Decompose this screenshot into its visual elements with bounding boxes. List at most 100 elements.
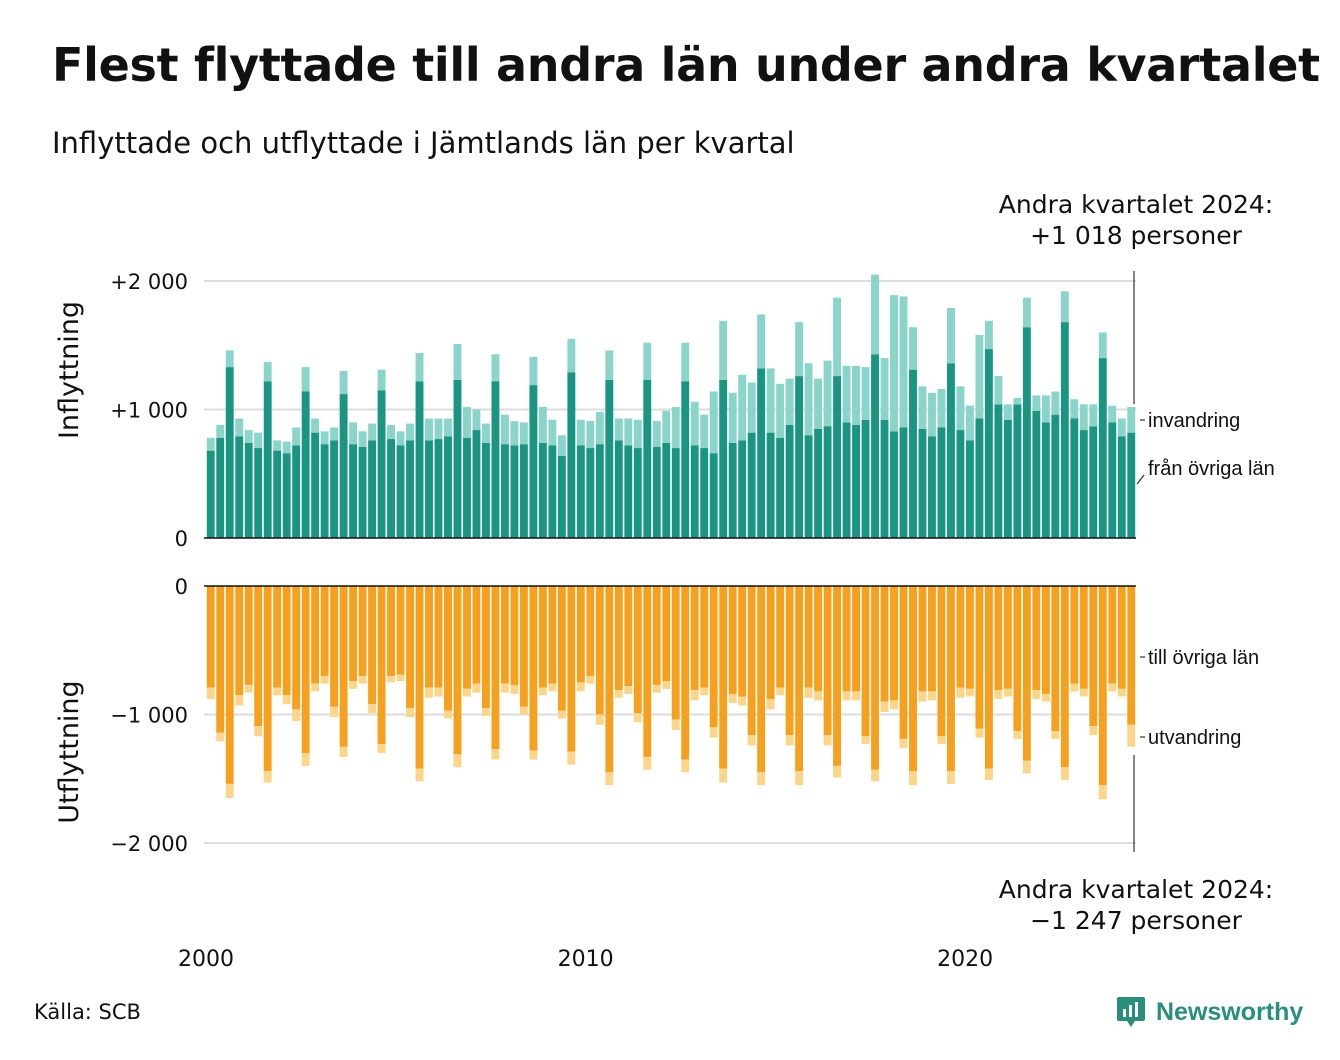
bar-outflow-emigration bbox=[937, 736, 946, 745]
bar-inflow-immigration bbox=[595, 412, 604, 445]
bar-inflow-domestic bbox=[757, 368, 766, 538]
x-tick-label: 2000 bbox=[178, 947, 234, 972]
bar-inflow-immigration bbox=[994, 376, 1003, 405]
bar-outflow-domestic bbox=[728, 586, 737, 694]
bar-inflow-domestic bbox=[719, 379, 728, 538]
bar-outflow-emigration bbox=[833, 765, 842, 778]
bar-inflow-domestic bbox=[738, 440, 747, 538]
bar-inflow-immigration bbox=[225, 350, 234, 368]
bar-outflow-emigration bbox=[358, 675, 367, 684]
chart-title: Flest flyttade till andra län under andr… bbox=[52, 38, 1320, 92]
bar-inflow-immigration bbox=[586, 421, 595, 449]
bar-outflow-domestic bbox=[1060, 586, 1069, 768]
bar-outflow-domestic bbox=[1070, 586, 1079, 684]
bar-inflow-domestic bbox=[671, 448, 680, 538]
bar-outflow-emigration bbox=[804, 687, 813, 698]
annotation-bottom-line2: −1 247 personer bbox=[1030, 906, 1243, 935]
bar-inflow-immigration bbox=[1003, 404, 1012, 420]
bar-inflow-domestic bbox=[984, 349, 993, 538]
bar-outflow-emigration bbox=[576, 682, 585, 692]
bar-inflow-immigration bbox=[396, 431, 405, 446]
bar-inflow-immigration bbox=[519, 422, 528, 445]
y-tick-label: +2 000 bbox=[110, 270, 188, 294]
bar-inflow-domestic bbox=[434, 439, 443, 538]
bar-inflow-domestic bbox=[709, 453, 718, 538]
bar-outflow-domestic bbox=[1108, 586, 1117, 684]
bar-inflow-domestic bbox=[776, 437, 785, 538]
bar-inflow-domestic bbox=[339, 394, 348, 538]
bar-inflow-domestic bbox=[453, 379, 462, 538]
bar-outflow-domestic bbox=[795, 586, 804, 772]
bar-inflow-domestic bbox=[975, 418, 984, 538]
bar-outflow-emigration bbox=[339, 746, 348, 757]
bar-outflow-domestic bbox=[709, 586, 718, 728]
bar-inflow-domestic bbox=[491, 381, 500, 538]
bar-outflow-emigration bbox=[918, 691, 927, 702]
bar-outflow-domestic bbox=[1117, 586, 1126, 689]
bar-outflow-emigration bbox=[681, 759, 690, 773]
bar-outflow-domestic bbox=[956, 586, 965, 688]
bar-inflow-immigration bbox=[1098, 332, 1107, 359]
bar-outflow-domestic bbox=[738, 586, 747, 697]
bar-outflow-domestic bbox=[567, 586, 576, 752]
bar-inflow-domestic bbox=[1003, 419, 1012, 538]
bar-outflow-emigration bbox=[909, 771, 917, 786]
bar-outflow-domestic bbox=[871, 586, 879, 770]
newsworthy-logo-icon bbox=[1117, 997, 1145, 1027]
bar-inflow-domestic bbox=[633, 448, 642, 538]
bar-inflow-immigration bbox=[738, 374, 747, 441]
bar-inflow-domestic bbox=[880, 419, 889, 538]
bar-outflow-domestic bbox=[482, 586, 490, 709]
gridlines bbox=[204, 280, 1136, 844]
bar-outflow-emigration bbox=[890, 700, 898, 710]
bar-outflow-domestic bbox=[434, 586, 443, 688]
bar-outflow-domestic bbox=[225, 586, 234, 784]
bar-outflow-domestic bbox=[396, 586, 405, 675]
bar-outflow-domestic bbox=[500, 586, 509, 684]
bar-outflow-emigration bbox=[567, 751, 576, 765]
legend-label-emigration: utvandring bbox=[1148, 727, 1241, 749]
bar-inflow-domestic bbox=[890, 431, 898, 538]
bar-inflow-immigration bbox=[434, 418, 443, 440]
bar-inflow-immigration bbox=[880, 358, 889, 420]
bar-outflow-emigration bbox=[643, 756, 652, 770]
axes bbox=[204, 271, 1136, 852]
bar-inflow-immigration bbox=[330, 427, 339, 441]
bar-outflow-domestic bbox=[700, 586, 709, 688]
bar-outflow-emigration bbox=[965, 688, 974, 697]
annotation-bottom-line1: Andra kvartalet 2024: bbox=[999, 875, 1273, 904]
bar-inflow-immigration bbox=[349, 422, 358, 445]
bar-outflow-domestic bbox=[377, 586, 386, 745]
y-tick-label: +1 000 bbox=[110, 399, 188, 423]
bar-outflow-domestic bbox=[444, 586, 452, 711]
bar-outflow-emigration bbox=[852, 691, 860, 701]
bar-outflow-domestic bbox=[880, 586, 889, 702]
bar-inflow-immigration bbox=[244, 430, 253, 443]
bar-outflow-emigration bbox=[444, 710, 452, 719]
bar-inflow-immigration bbox=[785, 378, 794, 425]
bar-inflow-immigration bbox=[766, 368, 775, 433]
bar-inflow-domestic bbox=[1089, 426, 1098, 538]
bar-outflow-emigration bbox=[994, 690, 1003, 700]
bar-inflow-domestic bbox=[538, 442, 547, 538]
bar-outflow-emigration bbox=[425, 687, 433, 698]
bar-inflow-domestic bbox=[909, 369, 917, 538]
bar-inflow-immigration bbox=[282, 441, 291, 454]
bar-inflow-immigration bbox=[463, 406, 471, 438]
bar-inflow-immigration bbox=[529, 356, 538, 386]
bar-inflow-immigration bbox=[273, 440, 282, 451]
bar-inflow-immigration bbox=[538, 406, 547, 443]
bar-outflow-domestic bbox=[890, 586, 898, 701]
bar-inflow-domestic bbox=[842, 422, 851, 538]
bar-outflow-domestic bbox=[861, 586, 870, 737]
inflow-bars bbox=[206, 274, 1136, 538]
y-tick-label: 0 bbox=[175, 575, 188, 599]
bar-inflow-domestic bbox=[1117, 436, 1126, 538]
bar-outflow-domestic bbox=[785, 586, 794, 736]
bar-inflow-immigration bbox=[1041, 395, 1050, 423]
bar-inflow-domestic bbox=[795, 376, 804, 538]
bar-outflow-domestic bbox=[842, 586, 851, 692]
bar-outflow-emigration bbox=[396, 674, 405, 682]
bar-outflow-domestic bbox=[529, 586, 538, 751]
bar-inflow-immigration bbox=[1070, 399, 1079, 419]
